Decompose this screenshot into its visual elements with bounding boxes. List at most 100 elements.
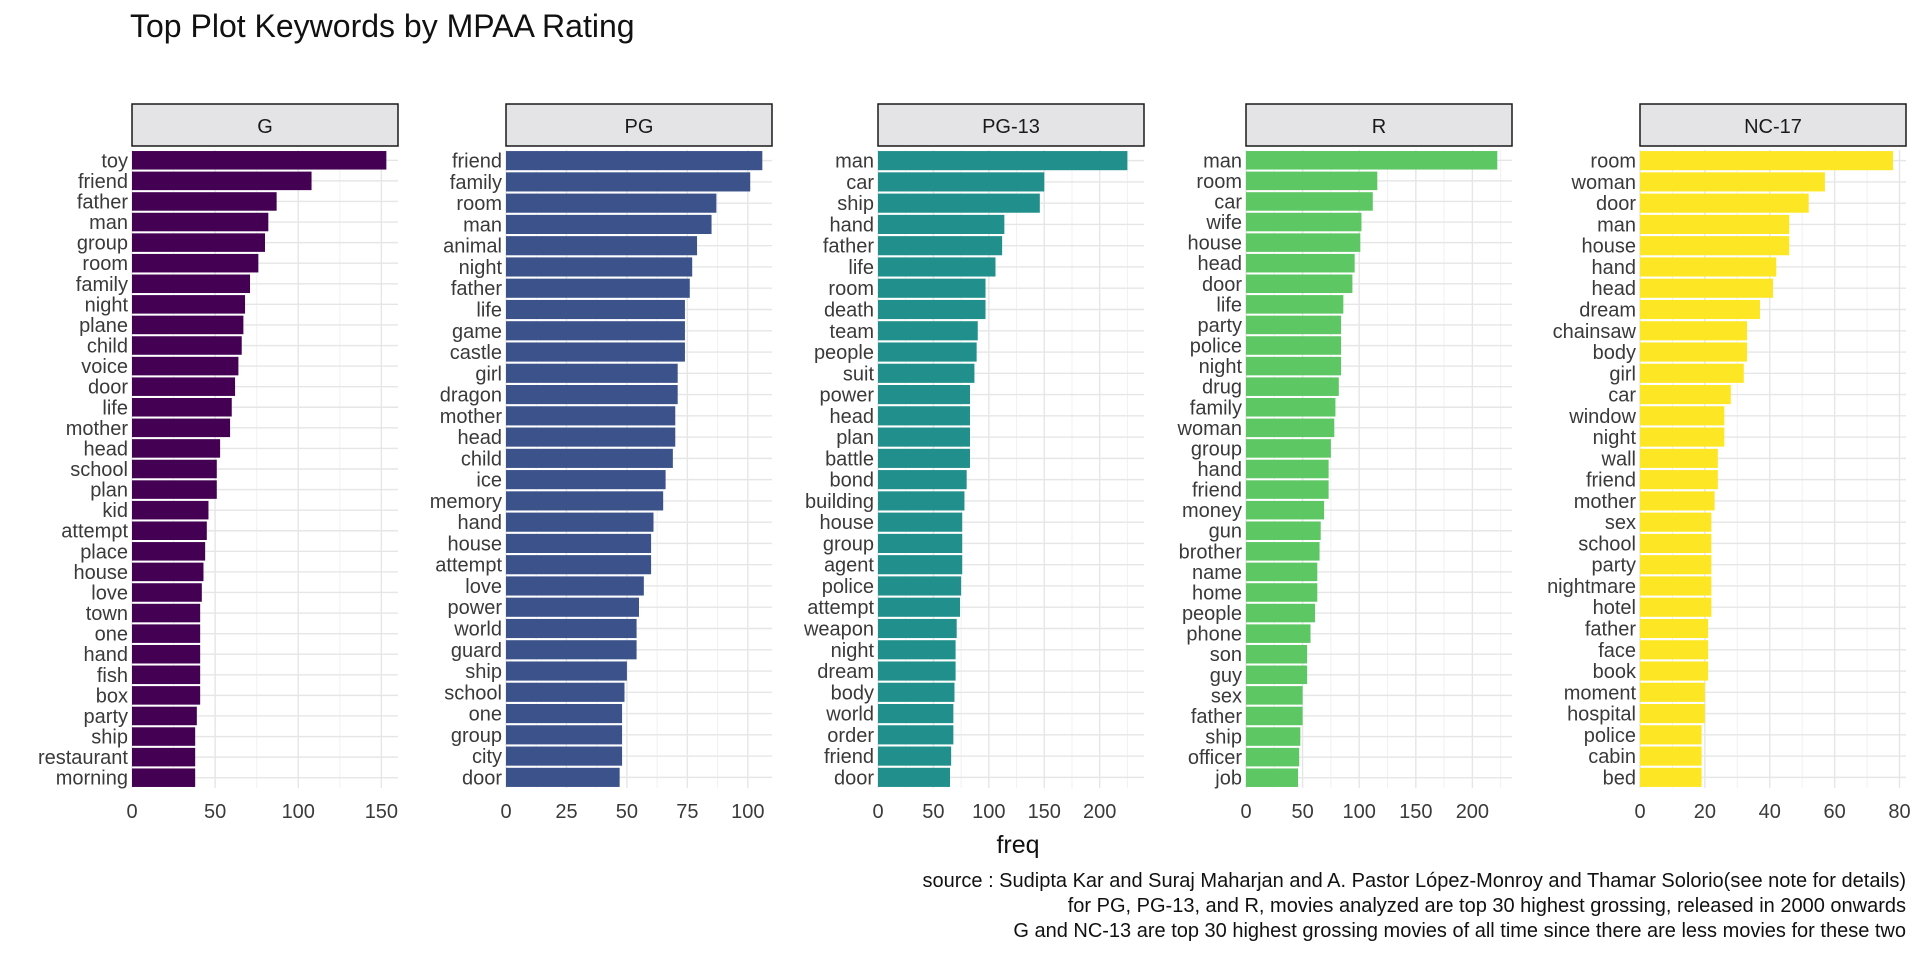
bar: [878, 193, 1040, 213]
category-label: room: [1590, 151, 1636, 173]
category-label: car: [1214, 191, 1242, 213]
category-label: morning: [56, 768, 128, 790]
x-tick-label: 50: [1291, 801, 1313, 823]
bar: [132, 768, 196, 787]
category-label: night: [85, 294, 129, 316]
category-label: attempt: [435, 555, 502, 577]
bar: [1246, 459, 1329, 479]
x-tick-label: 100: [731, 801, 764, 823]
category-label: school: [444, 682, 502, 704]
category-label: head: [830, 406, 875, 428]
bar: [132, 562, 204, 582]
bar: [1640, 746, 1702, 766]
bar: [132, 665, 201, 685]
category-label: book: [1593, 661, 1637, 683]
category-label: hand: [1198, 459, 1243, 481]
category-label: door: [1202, 274, 1242, 296]
category-label: man: [1203, 150, 1242, 172]
bar: [1246, 397, 1336, 417]
category-label: police: [822, 576, 874, 598]
x-tick-label: 200: [1456, 801, 1489, 823]
bar: [132, 624, 201, 643]
bar: [132, 253, 259, 273]
bar: [1640, 576, 1712, 596]
category-label: life: [1216, 294, 1242, 316]
category-label: man: [1597, 214, 1636, 236]
category-label: name: [1192, 562, 1242, 584]
category-label: job: [1214, 768, 1242, 790]
category-label: friend: [824, 746, 874, 768]
category-label: family: [1190, 397, 1242, 419]
bar: [1640, 618, 1709, 639]
bar: [506, 746, 623, 766]
category-label: town: [86, 603, 128, 625]
category-label: plan: [90, 480, 128, 502]
category-label: man: [835, 151, 874, 173]
bar: [506, 725, 623, 745]
bar: [1246, 480, 1329, 499]
category-label: house: [74, 562, 129, 584]
category-label: door: [462, 767, 502, 789]
bar: [1640, 448, 1718, 468]
category-label: party: [1198, 315, 1242, 337]
category-label: police: [1584, 725, 1636, 747]
category-label: plane: [79, 315, 128, 337]
bar: [132, 233, 265, 252]
bar: [1640, 703, 1705, 724]
bar: [878, 640, 956, 660]
x-tick-label: 150: [365, 801, 398, 823]
category-label: people: [814, 342, 874, 364]
category-label: school: [70, 459, 128, 481]
category-label: kid: [102, 500, 128, 522]
bar: [878, 661, 956, 681]
category-label: family: [450, 172, 502, 194]
x-tick-label: 50: [204, 801, 226, 823]
category-label: one: [95, 624, 128, 646]
bar: [132, 212, 269, 232]
bar: [132, 686, 201, 705]
category-label: wife: [1205, 212, 1242, 234]
bar: [506, 703, 623, 724]
category-label: castle: [450, 342, 502, 364]
x-tick-label: 0: [1240, 801, 1251, 823]
category-label: girl: [1609, 363, 1636, 385]
category-label: sex: [1211, 685, 1242, 707]
category-label: place: [80, 541, 128, 563]
bar: [1246, 356, 1342, 376]
bar: [1640, 321, 1748, 341]
category-label: attempt: [61, 521, 128, 543]
category-label: game: [452, 321, 502, 343]
bar: [1246, 315, 1342, 335]
bar: [878, 703, 954, 724]
bar: [506, 533, 652, 554]
bar: [1246, 727, 1301, 746]
bar: [132, 644, 201, 664]
category-label: voice: [81, 356, 128, 378]
bar: [878, 448, 970, 468]
category-label: guy: [1210, 665, 1242, 687]
bar: [132, 171, 312, 191]
bar: [132, 397, 232, 417]
facet-strip-label: PG-13: [982, 116, 1040, 138]
bar: [1246, 583, 1318, 602]
category-label: family: [76, 274, 128, 296]
facet-strip-label: PG: [625, 116, 654, 138]
bar: [506, 470, 666, 490]
category-label: memory: [430, 491, 502, 513]
bar: [132, 459, 217, 479]
category-label: world: [825, 704, 874, 726]
category-label: drug: [1202, 377, 1242, 399]
bar: [506, 193, 717, 213]
bar: [878, 299, 986, 320]
category-label: night: [1199, 356, 1243, 378]
category-label: dream: [817, 661, 874, 683]
category-label: mother: [66, 418, 129, 440]
category-label: life: [476, 300, 502, 322]
bar: [506, 214, 712, 235]
bar: [132, 192, 277, 211]
category-label: fish: [97, 665, 128, 687]
category-label: dream: [1579, 300, 1636, 322]
category-label: power: [820, 385, 875, 407]
bar: [878, 767, 951, 787]
